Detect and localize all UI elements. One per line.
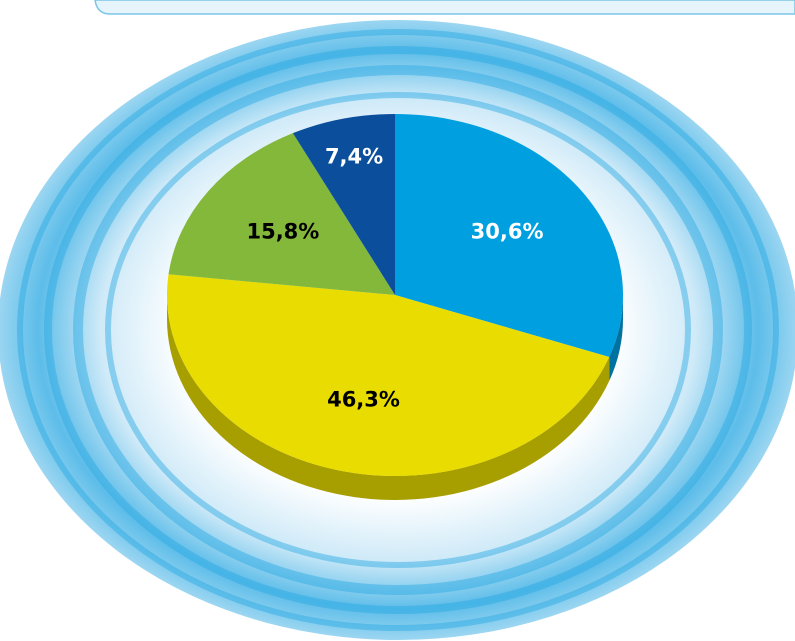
slice xyxy=(167,274,610,476)
data-label: 15,8% xyxy=(246,220,319,244)
pie: 30,6% 46,3% 15,8% 7,4% xyxy=(167,114,623,500)
slice xyxy=(292,114,395,295)
slice-side xyxy=(609,295,623,382)
data-label: 30,6% xyxy=(471,220,544,244)
data-label: 7,4% xyxy=(325,145,383,169)
slice xyxy=(395,114,623,358)
slice xyxy=(168,133,395,295)
data-label: 46,3% xyxy=(327,388,400,412)
